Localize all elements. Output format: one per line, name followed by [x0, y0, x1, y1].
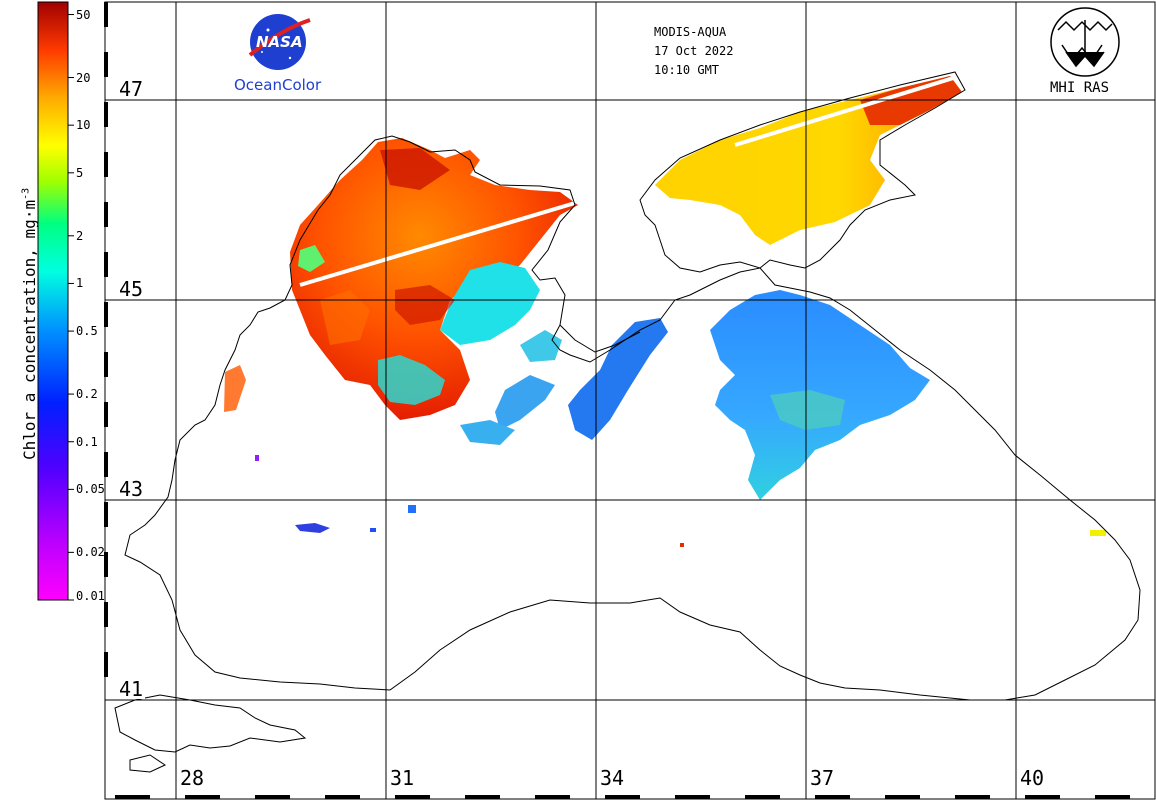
colorbar-tick-label: 0.05	[76, 482, 105, 497]
bottom-scale-bar	[115, 795, 1130, 799]
chlorophyll-field	[224, 74, 1106, 547]
colorbar-tick-label: 50	[76, 7, 91, 22]
colorbar-tick-label: 20	[76, 70, 91, 85]
map-frame	[104, 1, 1156, 800]
image-header: MODIS-AQUA 17 Oct 2022 10:10 GMT	[654, 23, 733, 80]
nasa-wordmark: NASA	[256, 33, 303, 51]
colorbar-tick-label: 0.02	[76, 545, 105, 560]
lon-label-40: 40	[1018, 766, 1047, 790]
colorbar-tick-label: 1	[76, 276, 84, 291]
mhi-ras-label: MHI RAS	[1050, 80, 1110, 96]
lon-label-34: 34	[598, 766, 627, 790]
lon-label-31: 31	[388, 766, 417, 790]
coastline	[114, 71, 1141, 773]
time-label: 10:10 GMT	[654, 63, 720, 77]
date-label: 17 Oct 2022	[654, 44, 734, 58]
sensor-label: MODIS-AQUA	[654, 25, 727, 39]
mhi-ras-logo	[1050, 7, 1120, 77]
crimea-west-patch	[568, 318, 668, 440]
northwest-shelf-bloom	[290, 138, 578, 420]
colorbar-tick-label: 2	[76, 228, 84, 243]
oceancolor-label: OceanColor	[234, 76, 322, 94]
lon-label-37: 37	[808, 766, 837, 790]
left-scale-bar	[104, 2, 108, 677]
colorbar-tick-label: 10	[76, 118, 91, 133]
lat-label-41: 41	[117, 677, 146, 701]
shelf-fringe	[440, 262, 540, 345]
lat-label-43: 43	[117, 477, 146, 501]
colorbar-tick-label: 0.1	[76, 434, 98, 449]
colorbar-tick-label: 0.01	[76, 589, 105, 603]
nasa-logo	[248, 14, 311, 70]
colorbar	[37, 1, 69, 601]
shelf-fringe-south	[378, 355, 445, 405]
colorbar-tick-label: 0.2	[76, 387, 98, 402]
lat-label-47: 47	[117, 77, 146, 101]
colorbar-tick-label: 0.5	[76, 324, 98, 339]
lon-label-28: 28	[178, 766, 207, 790]
lat-label-45: 45	[117, 277, 146, 301]
colorbar-title: Chlor_a concentration, mg·m-3	[20, 187, 39, 460]
shelf-fringe-west	[298, 245, 325, 272]
colorbar-tick-label: 5	[76, 165, 84, 180]
graticule	[105, 2, 1155, 799]
